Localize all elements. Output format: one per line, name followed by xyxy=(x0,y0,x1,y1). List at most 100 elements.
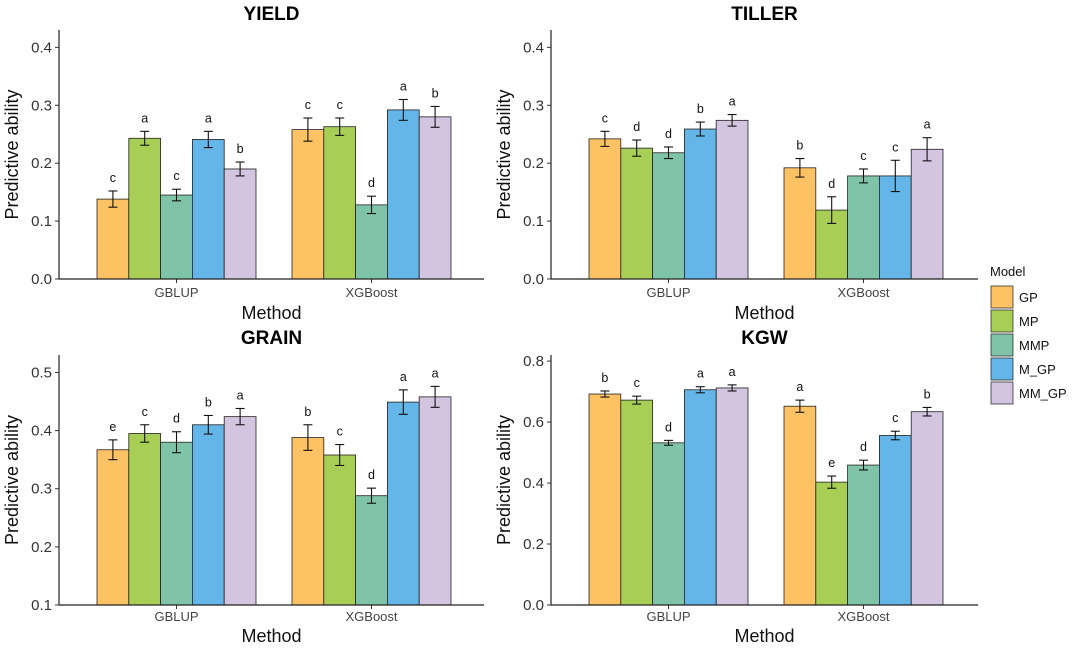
y-tick-label: 0.2 xyxy=(31,539,52,556)
bar-gp-xgboost xyxy=(291,437,325,606)
bar-mm_gp-gblup xyxy=(223,168,257,280)
x-axis-label: Method xyxy=(734,626,794,646)
significance-letter: d xyxy=(368,468,375,482)
bar-mmp-xgboost xyxy=(355,495,388,606)
significance-letter: a xyxy=(796,380,803,394)
bar-mm_gp-xgboost xyxy=(418,116,452,280)
bar-m_gp-xgboost xyxy=(386,109,420,280)
x-axis-label: Method xyxy=(734,303,794,323)
y-tick-label: 0.1 xyxy=(523,213,544,230)
bar-mmp-xgboost xyxy=(847,175,880,280)
legend-swatch-mmp xyxy=(990,333,1014,357)
significance-letter: c xyxy=(892,411,898,425)
y-tick-label: 0.3 xyxy=(523,97,544,114)
bar-mm_gp-gblup xyxy=(715,119,749,280)
y-axis-label: Predictive ability xyxy=(2,89,22,219)
y-tick-label: 0.1 xyxy=(31,213,52,230)
bar-mmp-xgboost xyxy=(355,204,388,280)
x-tick-label: GBLUP xyxy=(646,609,690,624)
chart-title: GRAIN xyxy=(241,328,302,349)
bar-gp-xgboost xyxy=(783,167,817,280)
y-axis-label: Predictive ability xyxy=(2,415,22,545)
significance-letter: d xyxy=(665,127,672,141)
bar-mp-xgboost xyxy=(323,126,356,280)
chart-panels: YIELD 0.0 0.1 0.2 0.3 0.4 c a c a b GBLUP c c d a b XGBoo… xyxy=(2,4,978,646)
bar-mp-gblup xyxy=(620,147,653,280)
bar-mp-xgboost xyxy=(815,481,848,606)
legend-label-mm_gp: MM_GP xyxy=(1019,386,1067,401)
significance-letter: d xyxy=(173,412,180,426)
y-tick-label: 0.0 xyxy=(523,597,544,614)
chart-panel-grain: GRAIN 0.1 0.2 0.3 0.4 0.5 e c d b a GBLUP b c d a a XGBoo… xyxy=(2,328,484,646)
y-tick-label: 0.6 xyxy=(523,414,544,431)
bar-mmp-gblup xyxy=(652,152,685,280)
legend-label-mp: MP xyxy=(1019,314,1039,329)
significance-letter: b xyxy=(796,139,803,153)
significance-letter: a xyxy=(697,367,704,381)
significance-letter: c xyxy=(860,149,866,163)
bar-mm_gp-xgboost xyxy=(910,148,944,280)
significance-letter: c xyxy=(337,98,343,112)
significance-letter: c xyxy=(602,111,608,125)
chart-panel-yield: YIELD 0.0 0.1 0.2 0.3 0.4 c a c a b GBLUP c c d a b XGBoo… xyxy=(2,4,484,323)
significance-letter: e xyxy=(828,456,835,470)
bar-m_gp-gblup xyxy=(191,139,225,280)
y-tick-label: 0.3 xyxy=(31,481,52,498)
y-tick-label: 0.4 xyxy=(31,423,52,440)
significance-letter: b xyxy=(601,371,608,385)
bar-m_gp-gblup xyxy=(684,389,717,606)
bar-mp-gblup xyxy=(128,137,162,280)
bar-mmp-xgboost xyxy=(847,464,880,606)
significance-letter: a xyxy=(432,366,439,380)
bar-m_gp-gblup xyxy=(684,128,717,280)
significance-letter: c xyxy=(634,376,640,390)
y-axis-label: Predictive ability xyxy=(494,415,514,545)
bar-mp-gblup xyxy=(620,399,653,606)
significance-letter: a xyxy=(924,118,931,132)
significance-letter: a xyxy=(205,111,212,125)
chart-panel-kgw: KGW 0.0 0.2 0.4 0.6 0.8 b c d a a GBLUP a e d c b XGBoost… xyxy=(494,328,978,646)
y-tick-label: 0.8 xyxy=(523,353,544,370)
significance-letter: b xyxy=(432,86,439,100)
y-tick-label: 0.4 xyxy=(523,39,544,56)
legend-swatch-mp xyxy=(990,309,1014,333)
legend-swatch-mm_gp xyxy=(990,381,1014,405)
bar-mm_gp-gblup xyxy=(223,416,257,606)
significance-letter: d xyxy=(368,176,375,190)
significance-letter: b xyxy=(205,395,212,409)
y-tick-label: 0.0 xyxy=(523,271,544,288)
y-tick-label: 0.2 xyxy=(523,155,544,172)
significance-letter: c xyxy=(305,98,311,112)
significance-letter: a xyxy=(729,95,736,109)
bar-mm_gp-xgboost xyxy=(418,396,452,606)
y-tick-label: 0.0 xyxy=(31,271,52,288)
bar-mp-xgboost xyxy=(323,454,356,606)
significance-letter: a xyxy=(400,370,407,384)
bar-gp-xgboost xyxy=(291,129,325,280)
y-tick-label: 0.5 xyxy=(31,364,52,381)
bar-gp-gblup xyxy=(588,138,622,280)
y-axis-label: Predictive ability xyxy=(494,89,514,219)
y-tick-label: 0.4 xyxy=(523,475,544,492)
chart-title: TILLER xyxy=(731,4,798,25)
bar-m_gp-gblup xyxy=(191,424,225,606)
y-tick-label: 0.2 xyxy=(523,536,544,553)
significance-letter: e xyxy=(109,420,116,434)
y-tick-label: 0.3 xyxy=(31,97,52,114)
significance-letter: d xyxy=(665,420,672,434)
bar-m_gp-xgboost xyxy=(879,435,912,606)
bar-mmp-gblup xyxy=(160,194,193,280)
legend-title: Model xyxy=(990,264,1026,279)
significance-letter: c xyxy=(110,171,116,185)
chart-title: KGW xyxy=(741,328,788,349)
legend-label-mmp: MMP xyxy=(1019,338,1049,353)
x-tick-label: GBLUP xyxy=(646,285,690,300)
bar-mm_gp-gblup xyxy=(715,387,749,606)
chart-title: YIELD xyxy=(244,4,300,25)
bar-gp-gblup xyxy=(96,449,130,606)
bar-mmp-gblup xyxy=(652,442,685,606)
bar-gp-gblup xyxy=(96,198,130,280)
x-tick-label: GBLUP xyxy=(154,285,198,300)
significance-letter: d xyxy=(828,177,835,191)
